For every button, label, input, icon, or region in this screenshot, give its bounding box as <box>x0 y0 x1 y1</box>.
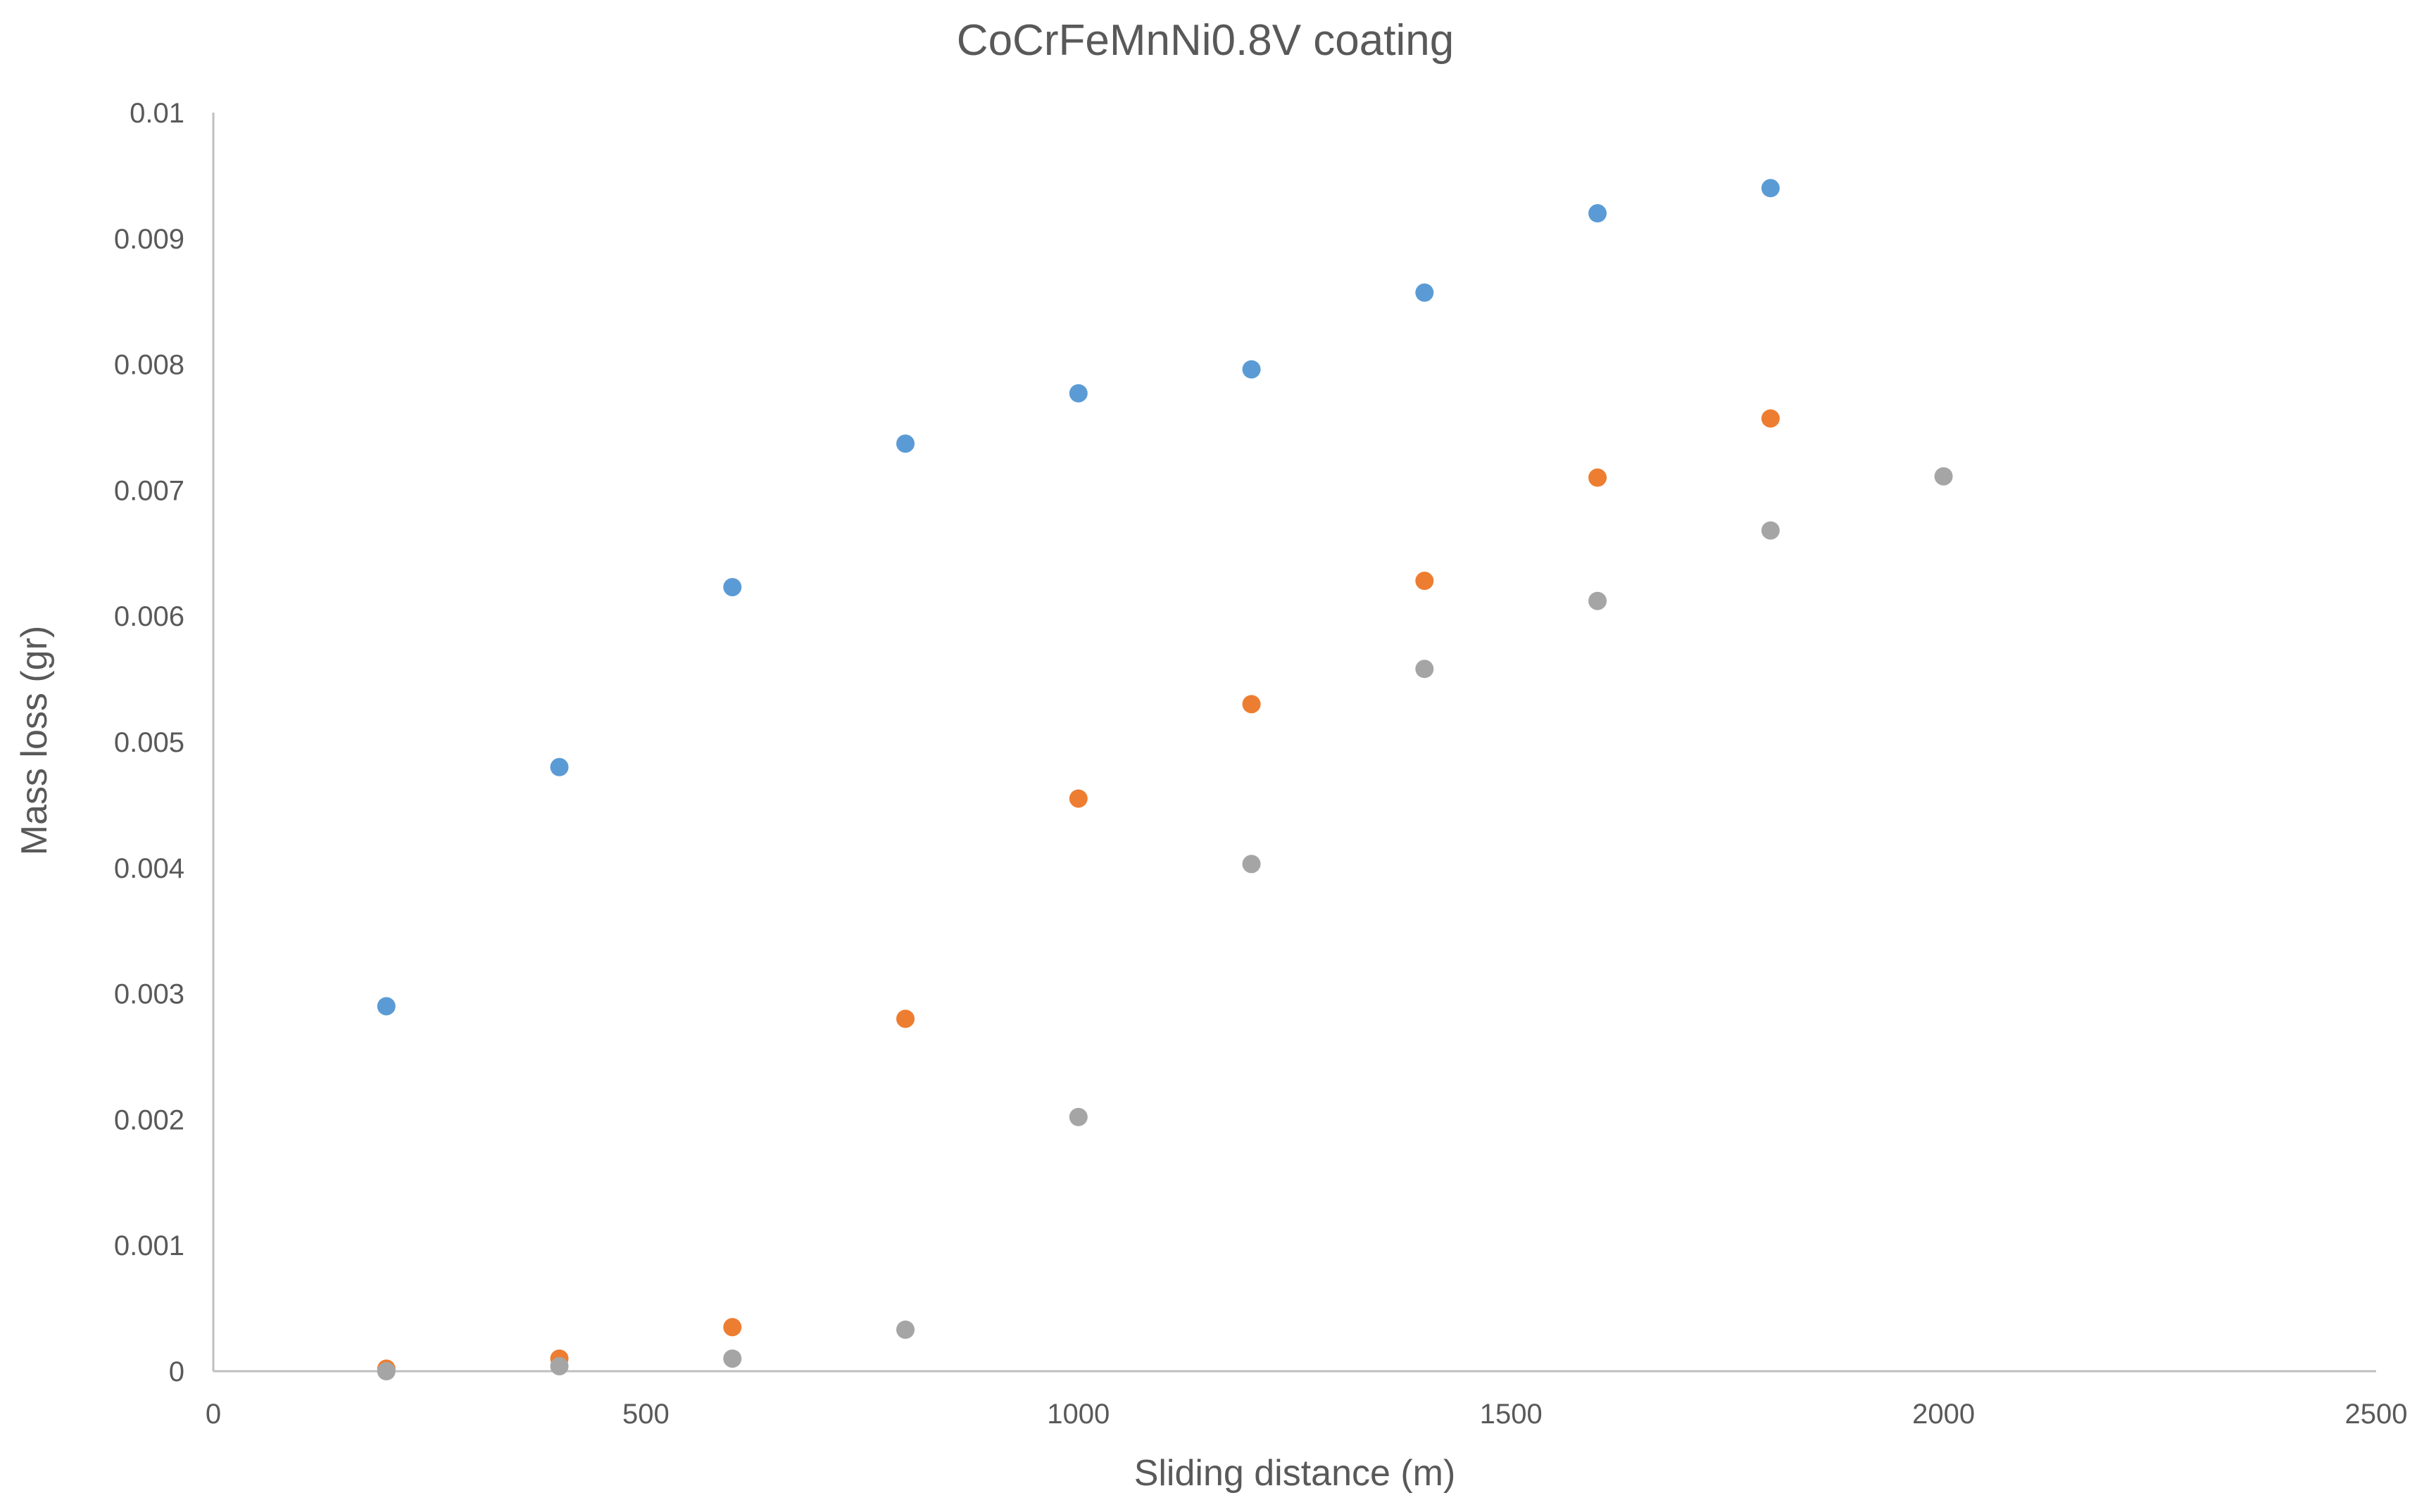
y-tick-label: 0.002 <box>114 1104 184 1135</box>
data-point <box>1588 204 1607 223</box>
x-tick-label: 500 <box>622 1399 670 1430</box>
y-tick-label: 0.01 <box>130 98 184 129</box>
data-point <box>1761 521 1780 540</box>
y-tick-label: 0.001 <box>114 1230 184 1261</box>
data-point <box>1415 660 1434 679</box>
y-tick-labels: 0 0.001 0.002 0.003 0.004 0.005 0.006 0.007 0.00… <box>114 98 184 1387</box>
data-point <box>1069 1107 1088 1126</box>
data-point <box>1761 409 1780 428</box>
data-point <box>550 757 569 776</box>
x-tick-label: 1000 <box>1047 1399 1110 1430</box>
y-tick-label: 0.008 <box>114 350 184 381</box>
data-point <box>723 1349 742 1368</box>
data-point <box>1242 695 1261 714</box>
y-tick-label: 0.006 <box>114 601 184 632</box>
data-point <box>723 1318 742 1337</box>
data-point <box>896 434 915 453</box>
data-point <box>1242 360 1261 379</box>
data-points <box>377 179 1953 1380</box>
data-point <box>377 997 396 1016</box>
data-point <box>1242 855 1261 874</box>
series-3 <box>377 467 1953 1380</box>
y-tick-label: 0.009 <box>114 224 184 255</box>
data-point <box>1588 468 1607 487</box>
data-point <box>1415 572 1434 591</box>
y-tick-label: 0.003 <box>114 979 184 1010</box>
y-tick-label: 0 <box>169 1356 184 1387</box>
data-point <box>723 578 742 597</box>
chart-title: CoCrFeMnNi0.8V coating <box>957 16 1454 65</box>
data-point <box>896 1009 915 1028</box>
data-point <box>1069 384 1088 403</box>
data-point <box>1934 467 1953 486</box>
data-point <box>550 1356 569 1375</box>
data-point <box>1415 283 1434 302</box>
x-tick-labels: 0 500 1000 1500 2000 2500 <box>206 1399 2408 1430</box>
data-point <box>1069 789 1088 808</box>
x-tick-label: 2000 <box>1912 1399 1975 1430</box>
series-2 <box>377 409 1780 1378</box>
y-tick-label: 0.005 <box>114 727 184 758</box>
x-axis-title: Sliding distance (m) <box>1134 1453 1456 1494</box>
x-tick-label: 0 <box>206 1399 221 1430</box>
data-point <box>377 1362 396 1380</box>
x-tick-label: 2500 <box>2345 1399 2408 1430</box>
y-tick-label: 0.007 <box>114 475 184 506</box>
data-point <box>896 1320 915 1339</box>
data-point <box>1588 591 1607 610</box>
series-1 <box>377 179 1780 1016</box>
data-point <box>1761 179 1780 198</box>
y-axis-title: Mass loss (gr) <box>14 626 55 855</box>
y-tick-label: 0.004 <box>114 853 184 884</box>
x-tick-label: 1500 <box>1480 1399 1543 1430</box>
